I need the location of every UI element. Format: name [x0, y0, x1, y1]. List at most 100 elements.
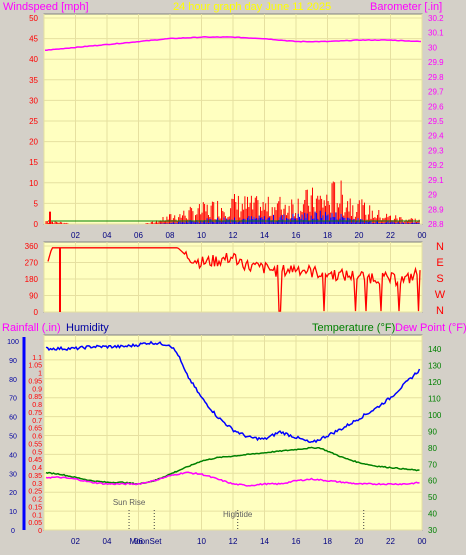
- graph-date-title: 24 hour graph day June 11 2025: [173, 1, 331, 13]
- temperature-tick-label: 120: [428, 378, 442, 387]
- humidity-tick-label: 40: [9, 452, 17, 459]
- direction-series: [47, 247, 421, 312]
- compass-label: N: [436, 305, 444, 317]
- barometer-tick-label: 28.9: [428, 205, 444, 214]
- rainfall-tick-label: 0: [38, 528, 42, 535]
- temperature-tick-label: 140: [428, 345, 442, 354]
- temperature-tick-label: 70: [428, 460, 437, 469]
- temperature-tick-label: 90: [428, 427, 437, 436]
- rainfall-tick-label: 0.5: [32, 449, 42, 456]
- rainfall-tick-label: 1.05: [28, 363, 42, 370]
- rainfall-tick-label: 0.4: [32, 465, 42, 472]
- windspeed-tick-labels: 0 5 10 15 20 25 30 35 40 45 50: [29, 14, 38, 229]
- barometer-tick-label: 29.1: [428, 176, 444, 185]
- wind-x-tick-label: 16: [292, 231, 301, 240]
- temp-x-tick-label: 20: [355, 537, 364, 546]
- rainfall-tick-label: 0.9: [32, 386, 42, 393]
- humidity-tick-label: 90: [9, 358, 17, 365]
- rainfall-tick-label: 0.55: [28, 441, 42, 448]
- barometer-tick-label: 28.8: [428, 220, 444, 229]
- rainfall-tick-label: 1.1: [32, 355, 42, 362]
- temperature-tick-label: 30: [428, 526, 437, 535]
- rainfall-tick-label: 0.05: [28, 520, 42, 527]
- temperature-tick-label: 110: [428, 395, 441, 404]
- humidity-title: Humidity: [66, 322, 109, 334]
- temp-x-tick-label: 06: [134, 537, 143, 546]
- rainfall-tick-label: 0.65: [28, 426, 42, 433]
- barometer-tick-label: 29: [428, 191, 437, 200]
- direction-grid: [43, 242, 423, 313]
- barometer-tick-label: 30: [428, 43, 437, 52]
- temperature-tick-label: 40: [428, 510, 437, 519]
- barometer-tick-label: 29.9: [428, 58, 444, 67]
- humidity-tick-label: 0: [11, 528, 15, 535]
- humidity-tick-labels: 0 10 20 30 40 50 60 70 80 90 100: [7, 337, 26, 535]
- temp-x-tick-label: 12: [229, 537, 238, 546]
- rainfall-tick-label: 0.15: [28, 504, 42, 511]
- barometer-title: Barometer [.in]: [370, 1, 442, 13]
- temperature-tick-label: 100: [428, 411, 442, 420]
- windspeed-tick-label: 40: [29, 55, 38, 64]
- wind-x-tick-label: 04: [103, 231, 112, 240]
- wind-x-tick-label: 18: [323, 231, 332, 240]
- compass-label: E: [436, 257, 443, 269]
- moon-x-label: Moon: [130, 537, 150, 546]
- humidity-tick-label: 30: [9, 471, 17, 478]
- rainfall-tick-label: 0.6: [32, 434, 42, 441]
- wind-x-tick-label: 08: [166, 231, 175, 240]
- windspeed-tick-label: 5: [34, 199, 39, 208]
- barometer-tick-label: 29.5: [428, 117, 444, 126]
- wind-x-tick-label: 12: [229, 231, 238, 240]
- temp-x-tick-label: 22: [386, 537, 395, 546]
- temperature-line: [45, 446, 420, 485]
- windspeed-tick-label: 20: [29, 138, 38, 147]
- humidity-tick-label: 10: [9, 509, 17, 516]
- windspeed-tick-label: 10: [29, 179, 38, 188]
- astro-annotations: Sun Rise Hightide: [113, 498, 365, 530]
- wind-baro-grid: [43, 14, 423, 225]
- humidity-tick-label: 70: [9, 396, 17, 403]
- barometer-tick-label: 29.4: [428, 132, 444, 141]
- humidity-tick-label: 80: [9, 377, 17, 384]
- windspeed-tick-label: 45: [29, 35, 38, 44]
- temp-humidity-x-tick-labels: 02 04 06 10 12 14 16 18 20 22 00 Moon Set: [71, 537, 427, 546]
- barometer-tick-label: 29.8: [428, 73, 444, 82]
- compass-label: N: [436, 241, 444, 253]
- humidity-line: [45, 340, 421, 444]
- wind-x-tick-label: 14: [260, 231, 269, 240]
- barometer-tick-label: 30.1: [428, 29, 444, 38]
- windspeed-tick-label: 30: [29, 96, 38, 105]
- temperature-tick-label: 80: [428, 444, 437, 453]
- rainfall-tick-label: 0.25: [28, 489, 42, 496]
- barometer-tick-label: 29.2: [428, 161, 444, 170]
- temperature-tick-label: 50: [428, 493, 437, 502]
- temperature-tick-label: 60: [428, 477, 437, 486]
- windspeed-tick-label: 0: [34, 220, 39, 229]
- rainfall-tick-label: 1: [38, 371, 42, 378]
- rainfall-tick-label: 0.95: [28, 378, 42, 385]
- rainfall-tick-label: 0.2: [32, 497, 42, 504]
- compass-label: W: [435, 289, 446, 301]
- direction-tick-label: 90: [29, 292, 38, 301]
- annotation-label: Sun Rise: [113, 498, 146, 507]
- rainfall-tick-label: 0.75: [28, 410, 42, 417]
- direction-tick-label: 180: [25, 275, 39, 284]
- wind-x-tick-label: 02: [71, 231, 80, 240]
- temp-x-tick-label: 18: [323, 537, 332, 546]
- wind-baro-series: [44, 36, 422, 224]
- rainfall-tick-label: 0.45: [28, 457, 42, 464]
- temp-x-tick-label: 04: [103, 537, 112, 546]
- temp-x-tick-label: 00: [418, 537, 427, 546]
- wind-x-tick-label: 06: [134, 231, 143, 240]
- set-x-label: Set: [150, 537, 163, 546]
- rainfall-tick-label: 0.3: [32, 481, 42, 488]
- temperature-tick-labels: 30 40 50 60 70 80 90 100 110 120 130 140: [428, 345, 442, 535]
- dewpoint-title: Dew Point (°F): [395, 322, 466, 334]
- wind-x-tick-label: 22: [386, 231, 395, 240]
- humidity-tick-label: 20: [9, 490, 17, 497]
- barometer-tick-label: 29.6: [428, 102, 444, 111]
- barometer-tick-label: 29.3: [428, 146, 444, 155]
- wind-x-tick-label: 20: [355, 231, 364, 240]
